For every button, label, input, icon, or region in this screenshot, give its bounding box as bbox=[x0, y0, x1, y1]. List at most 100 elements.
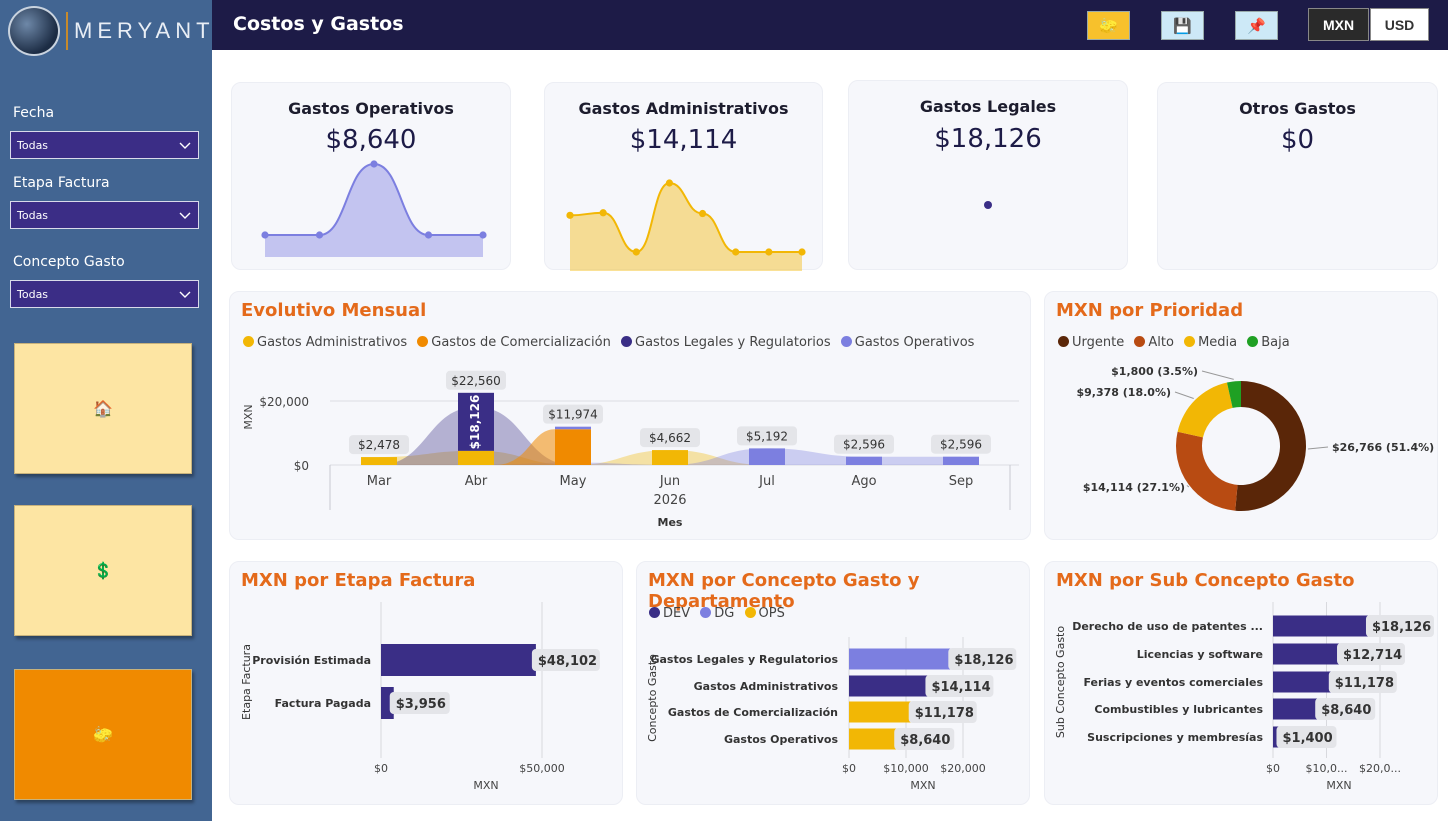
donut-slice bbox=[1176, 431, 1238, 511]
filter-fecha-dropdown[interactable]: Todas bbox=[10, 131, 199, 159]
value-label-bg bbox=[948, 648, 1017, 670]
legend-item[interactable]: Alto bbox=[1134, 335, 1174, 350]
spark-point bbox=[732, 248, 740, 256]
spark-point bbox=[261, 231, 269, 239]
spark-point bbox=[479, 231, 487, 239]
donut-slice bbox=[1235, 381, 1306, 511]
total-label-bg bbox=[931, 434, 991, 454]
value-label-bg bbox=[1276, 726, 1337, 748]
bar bbox=[1273, 671, 1333, 693]
category-label: Provisión Estimada bbox=[252, 654, 371, 667]
legend-item[interactable]: Gastos Operativos bbox=[840, 335, 974, 350]
sidebar: MERYANT Fecha Todas Etapa Factura Todas … bbox=[0, 0, 212, 821]
legend-item[interactable]: Media bbox=[1184, 335, 1237, 350]
priority-donut: $26,766 (51.4%) $14,114 (27.1%) $9,378 (18… bbox=[1077, 365, 1434, 511]
pin-button[interactable]: 📌 bbox=[1235, 11, 1278, 40]
bar-segment bbox=[652, 450, 688, 465]
total-label-bg bbox=[349, 435, 409, 455]
x-tick-label: Jun bbox=[659, 474, 680, 489]
bar-inner-label: $18,126 bbox=[468, 395, 482, 450]
value-label: $18,126 bbox=[1372, 620, 1431, 635]
legend-item[interactable]: DEV bbox=[649, 606, 690, 621]
series-ribbon bbox=[379, 406, 961, 465]
total-label: $4,662 bbox=[649, 431, 691, 445]
category-label: Licencias y software bbox=[1137, 648, 1263, 661]
value-label: $11,178 bbox=[915, 706, 974, 721]
bar bbox=[849, 701, 913, 723]
spark-point bbox=[765, 248, 773, 256]
total-label: $2,596 bbox=[843, 438, 885, 452]
filter-concepto-dropdown[interactable]: Todas bbox=[10, 280, 199, 308]
total-label: $2,478 bbox=[358, 438, 400, 452]
spark-point bbox=[599, 209, 607, 217]
nav-home-button[interactable]: 🏠 bbox=[14, 343, 192, 474]
spark-point bbox=[370, 160, 378, 168]
kpi-sparkline bbox=[984, 201, 992, 209]
currency-mxn-button[interactable]: MXN bbox=[1308, 8, 1369, 41]
category-label: Derecho de uso de patentes ... bbox=[1072, 620, 1263, 633]
label-leader-line bbox=[1186, 485, 1190, 488]
bar-segment bbox=[361, 457, 397, 465]
save-icon: 💾 bbox=[1173, 16, 1192, 35]
x-tick-label: $50,000 bbox=[519, 762, 565, 775]
legend-item[interactable]: Gastos de Comercialización bbox=[417, 335, 611, 350]
value-label-bg bbox=[389, 692, 450, 714]
chart-legend: Urgente Alto Media Baja bbox=[1058, 335, 1296, 350]
monthly-chart: $20,000 $0 MXN $2,478 Mar $22,560 Abr $11,974 Ma… bbox=[242, 370, 1019, 529]
nav-costs-button[interactable]: 💲 bbox=[14, 505, 192, 636]
spark-point bbox=[665, 179, 674, 187]
eraser-icon: 🧽 bbox=[1099, 16, 1118, 35]
save-button[interactable]: 💾 bbox=[1161, 11, 1204, 40]
kpi-sparkline bbox=[566, 179, 806, 271]
spark-point bbox=[798, 248, 806, 256]
chevron-down-icon bbox=[179, 212, 191, 219]
chevron-down-icon bbox=[179, 142, 191, 149]
kpi-card-operativos: Gastos Operativos $8,640 bbox=[231, 82, 511, 270]
legend-item[interactable]: Gastos Administrativos bbox=[243, 335, 407, 350]
x-axis-label: MXN bbox=[1326, 779, 1351, 792]
y-tick-label: $0 bbox=[294, 459, 309, 473]
clear-filters-button[interactable]: 🧽 bbox=[1087, 11, 1130, 40]
value-label: $48,102 bbox=[538, 654, 597, 669]
value-label-bg bbox=[1337, 643, 1406, 665]
chart-title: Evolutivo Mensual bbox=[241, 300, 427, 321]
value-label: $11,178 bbox=[1335, 676, 1394, 691]
x-tick-label: $0 bbox=[842, 762, 856, 775]
chart-title: MXN por Concepto Gasto y Departamento bbox=[648, 570, 920, 612]
x-tick-label: Sep bbox=[949, 474, 974, 489]
slice-label: $1,800 (3.5%) bbox=[1111, 365, 1198, 378]
bar-segment bbox=[555, 426, 591, 430]
total-label: $11,974 bbox=[548, 408, 598, 422]
bar-segment bbox=[555, 429, 591, 465]
nav-clear-button[interactable]: 🧽 bbox=[14, 669, 192, 800]
kpi-title: Gastos Operativos bbox=[288, 99, 454, 118]
x-tick-label: $10,0... bbox=[1306, 762, 1348, 775]
concepto-chart-card: MXN por Concepto Gasto y Departamento DE… bbox=[636, 561, 1030, 805]
value-label: $3,956 bbox=[396, 697, 446, 712]
y-axis-label: Concepto Gasto bbox=[646, 654, 659, 742]
x-tick-label: $0 bbox=[1266, 762, 1280, 775]
slice-label: $14,114 (27.1%) bbox=[1083, 481, 1185, 494]
currency-usd-button[interactable]: USD bbox=[1370, 8, 1429, 41]
x-axis-year: 2026 bbox=[653, 493, 686, 508]
filter-etapa-dropdown[interactable]: Todas bbox=[10, 201, 199, 229]
value-label-bg bbox=[908, 701, 977, 723]
y-axis-label: Sub Concepto Gasto bbox=[1054, 626, 1067, 738]
spark-point bbox=[984, 201, 992, 209]
legend-item[interactable]: Baja bbox=[1247, 335, 1290, 350]
slice-label: $9,378 (18.0%) bbox=[1077, 386, 1172, 399]
logo-divider bbox=[66, 12, 68, 50]
legend-item[interactable]: DG bbox=[700, 606, 734, 621]
chart-legend: Gastos Administrativos Gastos de Comerci… bbox=[243, 335, 980, 350]
value-label: $12,714 bbox=[1343, 648, 1402, 663]
etapa-chart-card: MXN por Etapa Factura $0 $50,000 MXN Etapa … bbox=[229, 561, 623, 805]
bar-segment bbox=[846, 456, 882, 465]
bar bbox=[1273, 643, 1342, 665]
legend-item[interactable]: OPS bbox=[744, 606, 785, 621]
spark-point bbox=[566, 211, 574, 219]
spark-point bbox=[424, 231, 433, 239]
legend-item[interactable]: Urgente bbox=[1058, 335, 1124, 350]
x-axis-label: MXN bbox=[473, 779, 498, 792]
legend-item[interactable]: Gastos Legales y Regulatorios bbox=[621, 335, 831, 350]
